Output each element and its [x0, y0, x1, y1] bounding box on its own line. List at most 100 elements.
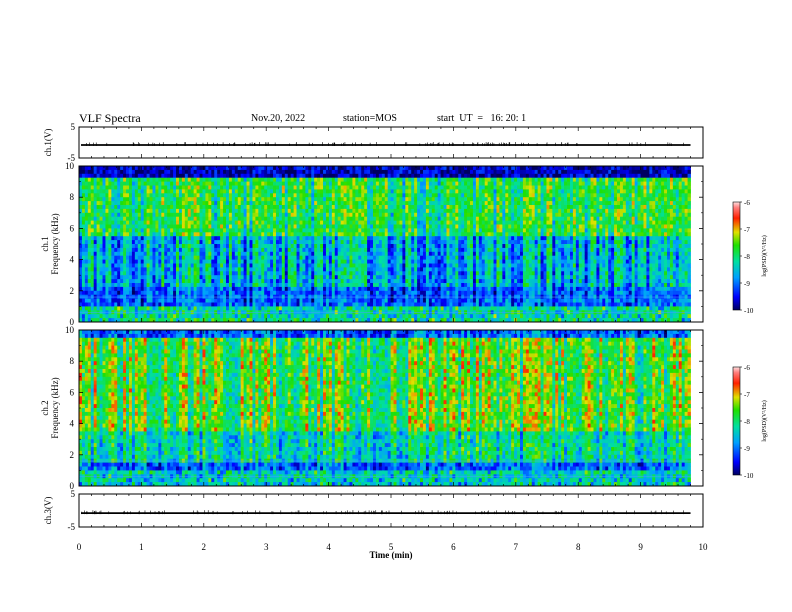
spectrogram-cell	[220, 302, 224, 307]
spectrogram-cell	[275, 298, 280, 303]
spectrogram-cell	[246, 181, 250, 186]
spectrogram-cell	[311, 247, 315, 253]
spectrogram-cell	[343, 212, 347, 218]
spectrogram-cell	[211, 232, 215, 237]
spectrogram-cell	[396, 283, 400, 288]
spectrogram-cell	[340, 193, 344, 198]
spectrogram-cell	[408, 193, 412, 198]
spectrogram-cell	[81, 205, 86, 210]
spectrogram-cell	[261, 212, 265, 218]
spectrogram-cell	[290, 263, 295, 268]
spectrogram-cell	[358, 259, 362, 264]
spectrogram-cell	[290, 197, 295, 202]
spectrogram-cell	[234, 177, 239, 182]
spectrogram-cell	[231, 271, 236, 276]
spectrogram-cell	[273, 306, 277, 311]
spectrogram-cell	[252, 263, 256, 268]
spectrogram-cell	[96, 247, 100, 253]
spectrogram-cell	[102, 290, 106, 296]
spectrogram-cell	[387, 259, 392, 264]
spectrogram-cell	[393, 169, 397, 175]
spectrogram-cell	[220, 247, 224, 253]
spectrogram-cell	[293, 228, 297, 233]
spectrogram-cell	[90, 173, 95, 179]
spectrogram-cell	[231, 177, 236, 182]
spectrogram-cell	[146, 166, 150, 171]
spectrogram-cell	[176, 279, 180, 284]
spectrogram-cell	[340, 286, 344, 292]
spectrogram-cell	[126, 286, 130, 292]
spectrogram-cell	[246, 251, 250, 257]
spectrogram-cell	[202, 298, 206, 303]
spectrogram-cell	[414, 216, 418, 221]
spectrogram-cell	[187, 275, 192, 280]
spectrogram-cell	[199, 212, 203, 218]
spectrogram-cell	[258, 181, 262, 186]
spectrogram-cell	[181, 220, 186, 225]
spectrogram-cell	[176, 314, 180, 319]
spectrogram-cell	[411, 232, 415, 237]
spectrogram-cell	[184, 271, 189, 276]
spectrogram-cell	[390, 220, 394, 225]
spectrogram-cell	[137, 240, 142, 245]
spectrogram-cell	[334, 185, 339, 190]
spectrogram-cell	[176, 306, 180, 311]
spectrogram-cell	[425, 189, 430, 194]
spectrogram-cell	[134, 212, 139, 218]
spectrogram-cell	[408, 259, 412, 264]
spectrogram-cell	[187, 267, 192, 272]
spectrogram-cell	[226, 244, 230, 249]
spectrogram-cell	[425, 244, 430, 249]
spectrogram-cell	[120, 255, 124, 260]
spectrogram-cell	[422, 208, 427, 214]
spectrogram-cell	[190, 212, 195, 218]
spectrogram-cell	[370, 181, 374, 186]
spectrogram-cell	[323, 236, 327, 241]
spectrogram-cell	[328, 220, 333, 225]
spectrogram-cell	[399, 318, 403, 323]
spectrogram-cell	[223, 271, 227, 276]
spectrogram-cell	[340, 220, 344, 225]
spectrogram-cell	[358, 255, 362, 260]
spectrogram-cell	[420, 240, 424, 245]
spectrogram-cell	[417, 224, 421, 229]
spectrogram-cell	[361, 228, 365, 233]
spectrogram-cell	[393, 228, 397, 233]
spectrogram-cell	[96, 279, 100, 284]
spectrogram-cell	[93, 244, 98, 249]
spectrogram-cell	[99, 306, 103, 311]
spectrogram-cell	[193, 197, 197, 202]
spectrogram-cell	[364, 298, 368, 303]
spectrogram-cell	[205, 251, 209, 257]
spectrogram-cell	[137, 185, 142, 190]
spectrogram-cell	[355, 302, 359, 307]
spectrogram-cell	[296, 216, 300, 221]
spectrogram-cell	[317, 228, 321, 233]
spectrogram-cell	[334, 251, 339, 257]
spectrogram-cell	[331, 302, 336, 307]
spectrogram-cell	[331, 236, 336, 241]
spectrogram-cell	[346, 275, 350, 280]
spectrogram-cell	[196, 232, 200, 237]
spectrogram-cell	[267, 251, 271, 257]
spectrogram-cell	[176, 193, 180, 198]
spectrogram-cell	[196, 224, 200, 229]
spectrogram-cell	[414, 181, 418, 186]
spectrogram-cell	[140, 318, 145, 323]
spectrogram-cell	[425, 263, 430, 268]
spectrogram-cell	[405, 286, 409, 292]
spectrogram-cell	[228, 236, 233, 241]
spectrogram-cell	[255, 177, 259, 182]
spectrogram-cell	[334, 212, 339, 218]
spectrogram-cell	[234, 169, 239, 175]
spectrogram-cell	[173, 247, 177, 253]
spectrogram-cell	[146, 267, 150, 272]
spectrogram-cell	[214, 259, 218, 264]
spectrogram-cell	[420, 189, 424, 194]
spectrogram-cell	[384, 283, 389, 288]
spectrogram-cell	[167, 263, 171, 268]
spectrogram-cell	[331, 166, 336, 171]
spectrogram-cell	[79, 306, 83, 311]
spectrogram-cell	[126, 271, 130, 276]
spectrogram-cell	[226, 169, 230, 175]
